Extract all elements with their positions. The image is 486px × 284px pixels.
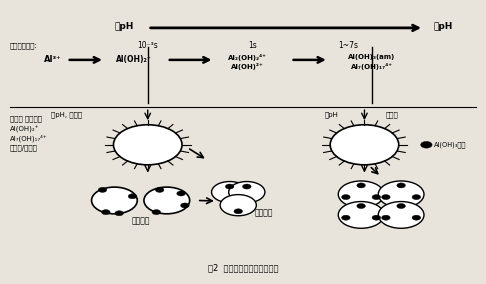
Circle shape — [115, 211, 123, 216]
Text: 水動力 膠体顆粒: 水動力 膠体顆粒 — [10, 115, 42, 122]
Circle shape — [113, 125, 182, 165]
Text: Al₂(OH)₂⁴⁺: Al₂(OH)₂⁴⁺ — [228, 54, 267, 60]
Circle shape — [412, 195, 421, 200]
Circle shape — [128, 194, 137, 199]
Text: 聚凝過程: 聚凝過程 — [131, 217, 150, 226]
Circle shape — [397, 183, 405, 188]
Circle shape — [378, 202, 424, 228]
Circle shape — [421, 141, 432, 148]
Circle shape — [177, 191, 185, 196]
Text: 低pH: 低pH — [324, 111, 338, 118]
Circle shape — [342, 195, 350, 200]
Circle shape — [372, 195, 381, 200]
Text: 低pH, 低劑量: 低pH, 低劑量 — [51, 111, 82, 118]
Text: 1~7s: 1~7s — [338, 41, 358, 51]
Circle shape — [98, 187, 107, 192]
Text: 高劑量: 高劑量 — [386, 111, 399, 118]
Circle shape — [342, 215, 350, 220]
Text: Al₇(OH)₁₇⁴⁺: Al₇(OH)₁₇⁴⁺ — [10, 134, 47, 142]
Text: 10⁻³s: 10⁻³s — [138, 41, 158, 51]
Circle shape — [397, 204, 405, 208]
Circle shape — [102, 210, 110, 215]
Circle shape — [234, 209, 243, 214]
Text: 卷扫聚凝: 卷扫聚凝 — [255, 208, 274, 218]
Text: 1s: 1s — [248, 41, 257, 51]
Circle shape — [91, 187, 137, 214]
Text: Al(OH)₃膠脫: Al(OH)₃膠脫 — [434, 141, 466, 148]
Text: Al(OH)₃(am): Al(OH)₃(am) — [348, 54, 395, 60]
Circle shape — [378, 181, 424, 208]
Circle shape — [152, 210, 160, 215]
Text: 低pH: 低pH — [114, 22, 134, 31]
Circle shape — [243, 184, 251, 189]
Text: Al(OH)₂⁺: Al(OH)₂⁺ — [10, 126, 39, 133]
Text: Al(OH)₂⁺: Al(OH)₂⁺ — [116, 55, 152, 64]
Text: 電中和/附脫穩: 電中和/附脫穩 — [10, 145, 37, 151]
Circle shape — [338, 202, 384, 228]
Circle shape — [220, 195, 256, 216]
Circle shape — [372, 215, 381, 220]
Circle shape — [382, 215, 390, 220]
Circle shape — [330, 125, 399, 165]
Circle shape — [412, 215, 421, 220]
Circle shape — [382, 195, 390, 200]
Text: 圖2  三氯化鋁絮凝過程示意圖: 圖2 三氯化鋁絮凝過程示意圖 — [208, 264, 278, 273]
Circle shape — [357, 183, 365, 188]
Circle shape — [357, 204, 365, 208]
Text: 水解反應速度:: 水解反應速度: — [10, 43, 37, 49]
Circle shape — [338, 181, 384, 208]
Text: Al₇(OH)₁₇⁴⁺: Al₇(OH)₁₇⁴⁺ — [350, 63, 393, 70]
Text: Al(OH)²⁺: Al(OH)²⁺ — [231, 63, 264, 70]
Text: 高pH: 高pH — [434, 22, 453, 31]
Circle shape — [226, 184, 234, 189]
Circle shape — [211, 181, 248, 203]
Circle shape — [144, 187, 190, 214]
Text: Al³⁺: Al³⁺ — [44, 55, 61, 64]
Circle shape — [181, 203, 189, 208]
Circle shape — [229, 181, 265, 203]
Circle shape — [156, 187, 164, 192]
